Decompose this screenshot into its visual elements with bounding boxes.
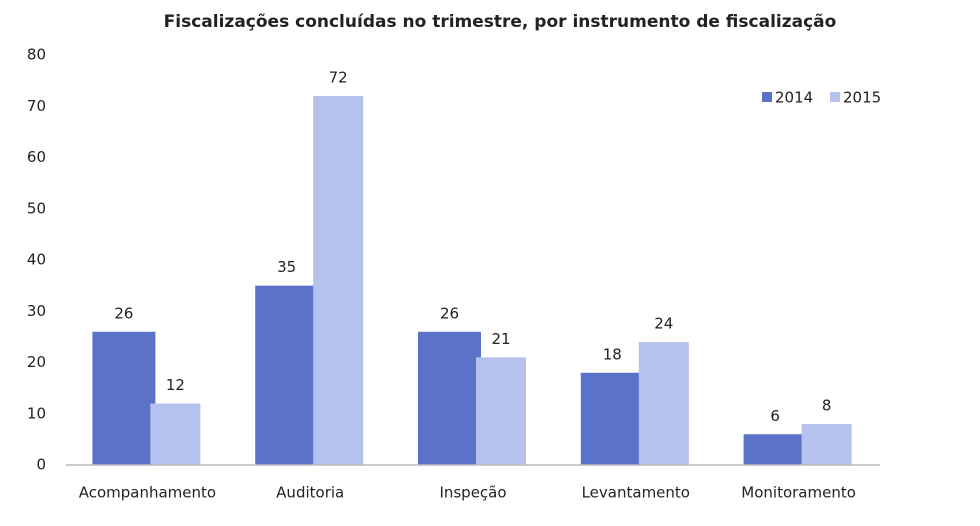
- y-tick-label: 20: [27, 353, 46, 371]
- x-tick-label: Acompanhamento: [79, 484, 216, 502]
- y-tick-label: 70: [27, 97, 46, 115]
- bar: [418, 331, 481, 465]
- y-tick-label: 30: [27, 302, 46, 320]
- y-tick-label: 60: [27, 148, 46, 166]
- legend-label: 2014: [775, 89, 813, 107]
- bar: [92, 331, 156, 465]
- bar: [743, 434, 807, 465]
- y-tick-label: 40: [27, 251, 46, 269]
- data-label: 24: [654, 315, 673, 333]
- x-tick-label: Monitoramento: [741, 484, 856, 502]
- data-label: 72: [329, 69, 348, 87]
- data-label: 26: [114, 304, 133, 322]
- bar: [580, 372, 644, 465]
- data-label: 6: [770, 407, 780, 425]
- bar: [638, 342, 689, 465]
- y-tick-label: 50: [27, 199, 46, 217]
- bar: [476, 357, 526, 465]
- data-label: 18: [603, 345, 622, 363]
- x-tick-label: Inspeção: [439, 484, 506, 502]
- y-tick-label: 10: [27, 404, 46, 422]
- data-label: 12: [166, 376, 185, 394]
- y-tick-label: 0: [36, 456, 46, 474]
- y-tick-label: 80: [27, 46, 46, 64]
- legend-swatch: [830, 92, 840, 102]
- chart-title: Fiscalizações concluídas no trimestre, p…: [164, 12, 837, 32]
- bar: [801, 424, 852, 465]
- x-tick-label: Auditoria: [276, 484, 344, 502]
- x-tick-label: Levantamento: [582, 484, 690, 502]
- data-label: 35: [277, 258, 296, 276]
- data-label: 8: [822, 397, 832, 415]
- bar: [150, 403, 201, 465]
- bar: [255, 285, 319, 465]
- legend-swatch: [762, 92, 772, 102]
- bar: [313, 96, 364, 465]
- data-label: 26: [440, 304, 459, 322]
- legend-label: 2015: [843, 89, 881, 107]
- data-label: 21: [491, 330, 510, 348]
